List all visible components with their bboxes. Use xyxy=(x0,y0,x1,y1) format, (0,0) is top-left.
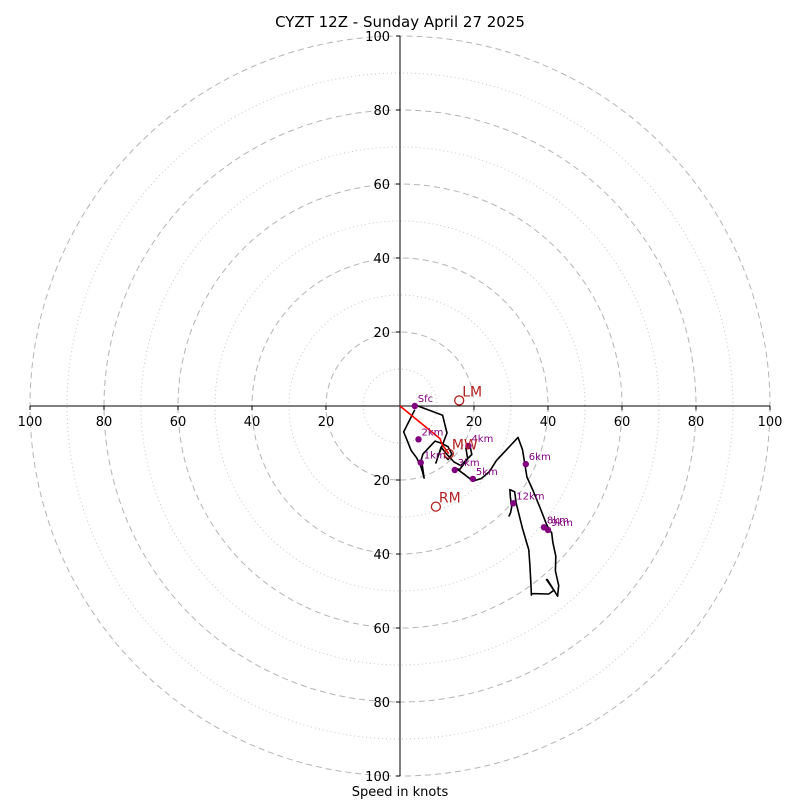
x-tick-label: 80 xyxy=(688,415,705,430)
height-marker-label: 4km xyxy=(471,434,493,445)
height-marker-point xyxy=(469,475,477,483)
height-marker-label: 9km xyxy=(551,518,573,529)
x-tick-label: 100 xyxy=(18,415,43,430)
height-marker-label: Sfc xyxy=(418,394,433,405)
storm-motion-point xyxy=(454,395,465,406)
height-marker-label: 8km xyxy=(547,515,569,526)
height-marker-point xyxy=(465,442,472,450)
x-tick-label: 40 xyxy=(244,415,261,430)
hodograph-line-2 xyxy=(402,409,453,479)
height-marker-label: 6km xyxy=(529,452,551,463)
x-tick-label: 20 xyxy=(466,415,483,430)
y-tick-label: 20 xyxy=(373,326,390,341)
x-tick-label: 20 xyxy=(318,415,335,430)
storm-motion-point xyxy=(430,501,442,512)
height-marker-point xyxy=(411,402,418,410)
y-tick-label: 20 xyxy=(373,474,390,489)
y-tick-label: 40 xyxy=(373,252,390,267)
storm-motions: LM MW RM xyxy=(430,384,482,512)
x-tick-label: 40 xyxy=(540,415,557,430)
y-tick-label: 60 xyxy=(373,622,390,637)
x-tick-label: 60 xyxy=(614,415,631,430)
storm-motion-point xyxy=(443,448,454,459)
storm-motion-label: LM xyxy=(462,384,482,400)
height-marker-label: 3km xyxy=(458,458,480,469)
hodograph-line-1 xyxy=(412,403,560,598)
height-marker-label: 5km xyxy=(476,467,498,478)
height-marker-label: 1km xyxy=(424,451,446,462)
y-tick-label: 80 xyxy=(373,696,390,711)
tick-labels: 100 80 60 40 20 20 40 60 80 100 100 80 60 40 20 20 40 60 8… xyxy=(18,30,783,785)
x-axis-label: Speed in knots xyxy=(352,785,449,800)
height-marker-point xyxy=(510,500,517,507)
chart-title: CYZT 12Z - Sunday April 27 2025 xyxy=(275,13,525,31)
y-tick-label: 40 xyxy=(373,548,390,563)
x-tick-label: 60 xyxy=(170,415,187,430)
height-marker-point xyxy=(544,526,552,534)
storm-motion-label: MW xyxy=(452,438,478,454)
x-tick-label: 100 xyxy=(758,415,783,430)
storm-motion-label: RM xyxy=(439,491,461,507)
y-tick-label: 100 xyxy=(365,30,390,45)
y-tick-label: 60 xyxy=(373,178,390,193)
y-tick-label: 80 xyxy=(373,104,390,119)
height-marker-point xyxy=(451,466,458,474)
height-marker-point xyxy=(417,459,424,466)
height-marker-point xyxy=(522,460,529,468)
y-tick-label: 100 xyxy=(365,770,390,785)
height-marker-point xyxy=(415,436,422,443)
x-tick-label: 80 xyxy=(96,415,113,430)
height-marker-label: 12km xyxy=(516,491,544,502)
height-marker-label: 2km xyxy=(422,427,444,438)
hodograph-line-3 xyxy=(399,405,450,455)
